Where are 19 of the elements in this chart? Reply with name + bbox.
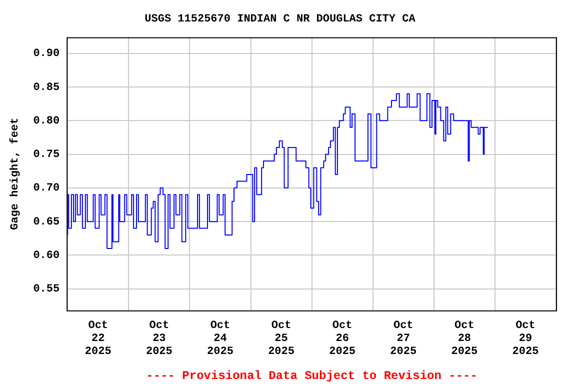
y-tick-label: 0.60 xyxy=(33,250,60,262)
y-tick-label: 0.65 xyxy=(33,216,60,228)
y-tick-label: 0.85 xyxy=(33,82,60,94)
x-tick-label: Oct 28 2025 xyxy=(451,320,478,358)
x-tick-label: Oct 24 2025 xyxy=(207,320,234,358)
x-tick-label: Oct 23 2025 xyxy=(146,320,173,358)
x-tick-label: Oct 29 2025 xyxy=(512,320,540,358)
y-axis-title: Gage height, feet xyxy=(8,118,22,230)
chart-title: USGS 11525670 INDIAN C NR DOUGLAS CITY CA xyxy=(144,13,416,26)
y-tick-label: 0.90 xyxy=(33,48,60,60)
y-tick-label: 0.70 xyxy=(33,182,60,195)
text: ---- Provisional Data Subject to Revision ---- xyxy=(146,369,478,384)
y-tick-label: 0.55 xyxy=(33,284,60,296)
y-tick-label: 0.75 xyxy=(33,149,60,162)
y-tick-label: 0.80 xyxy=(33,115,60,128)
x-tick-label: Oct 26 2025 xyxy=(329,320,356,358)
x-tick-label: Oct 27 2025 xyxy=(390,320,417,358)
x-tick-label: Oct 25 2025 xyxy=(268,320,295,358)
x-tick-label: Oct 22 2025 xyxy=(84,320,112,358)
